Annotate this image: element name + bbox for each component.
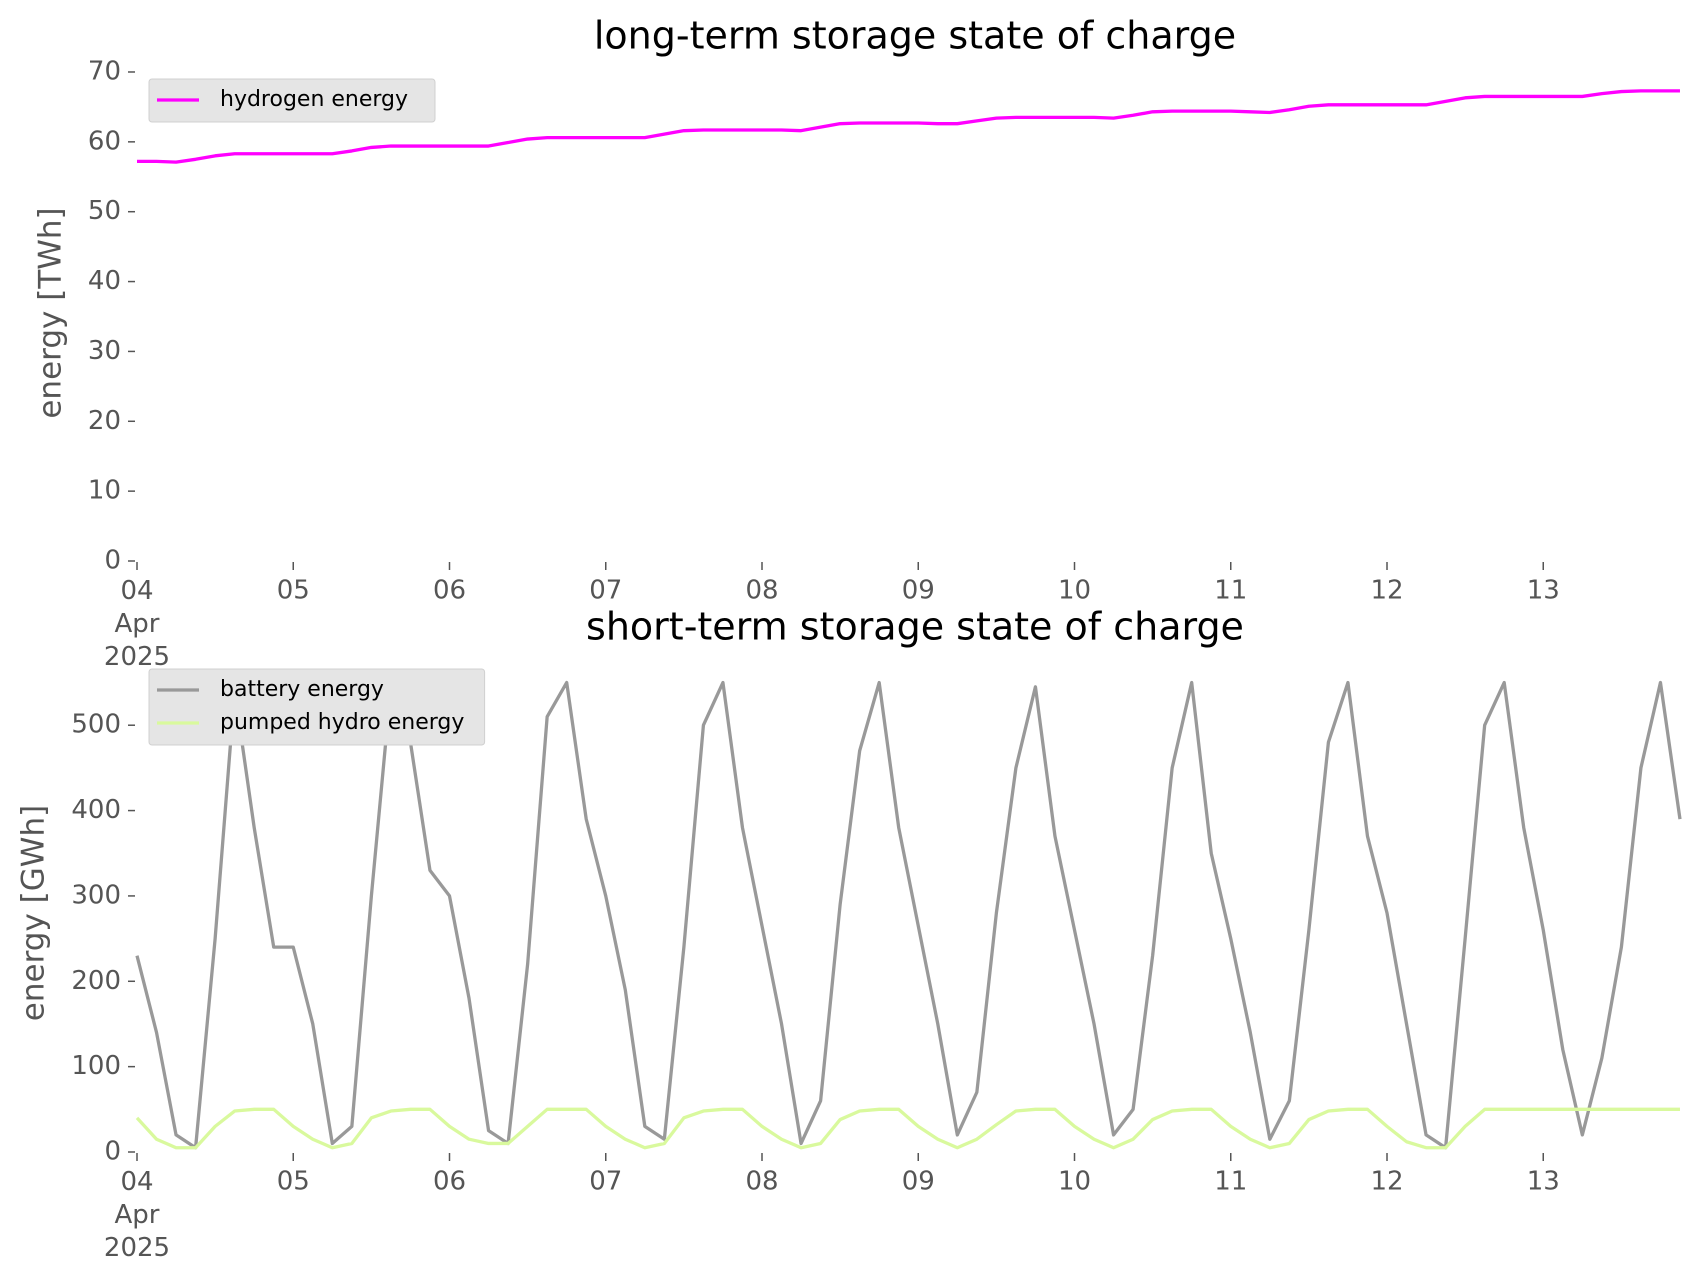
x-tick-label: 09 xyxy=(902,1167,935,1197)
y-tick-label: 100 xyxy=(71,1051,121,1081)
y-tick-label: 400 xyxy=(71,795,121,825)
y-tick-label: 500 xyxy=(71,710,121,740)
y-tick-label: 0 xyxy=(104,546,121,576)
x-tick-label-line: Apr xyxy=(115,1200,160,1230)
x-tick-label: 13 xyxy=(1527,576,1560,606)
y-tick-label: 10 xyxy=(88,476,121,506)
x-tick-label: 08 xyxy=(745,1167,778,1197)
x-tick-label: 11 xyxy=(1214,576,1247,606)
y-tick-label: 300 xyxy=(71,880,121,910)
series-line xyxy=(137,89,1680,164)
x-tick-label-line: 2025 xyxy=(104,642,170,672)
legend-label: pumped hydro energy xyxy=(220,710,464,735)
x-tick-label: 12 xyxy=(1370,1167,1403,1197)
x-tick-label: 12 xyxy=(1370,576,1403,606)
x-tick-label-line: 2025 xyxy=(104,1233,170,1263)
x-tick-label: 06 xyxy=(433,576,466,606)
y-tick-label: 40 xyxy=(88,266,121,296)
chart-title: short-term storage state of charge xyxy=(586,605,1244,649)
x-tick-label: 13 xyxy=(1527,1167,1560,1197)
y-tick-label: 20 xyxy=(88,406,121,436)
x-tick-label-line: 04 xyxy=(120,1167,153,1197)
legend-box xyxy=(148,668,486,746)
y-tick-label: 30 xyxy=(88,336,121,366)
x-tick-label: 07 xyxy=(589,1167,622,1197)
y-axis-label: energy [GWh] xyxy=(16,805,52,1021)
legend-label: hydrogen energy xyxy=(220,87,408,112)
chart-title: long-term storage state of charge xyxy=(594,14,1236,58)
x-tick-label: 10 xyxy=(1058,576,1091,606)
x-tick-label: 11 xyxy=(1214,1167,1247,1197)
series-line xyxy=(135,1107,1680,1150)
y-tick-label: 200 xyxy=(71,966,121,996)
x-tick-label: 08 xyxy=(745,576,778,606)
y-tick-label: 60 xyxy=(88,126,121,156)
x-tick-label: 06 xyxy=(433,1167,466,1197)
x-tick-label: 04 Apr 2025 xyxy=(104,1167,170,1263)
x-tick-label: 05 xyxy=(277,576,310,606)
y-axis-label: energy [TWh] xyxy=(33,207,69,418)
x-tick-label: 10 xyxy=(1058,1167,1091,1197)
legend-box xyxy=(148,78,436,123)
y-tick-label: 50 xyxy=(88,196,121,226)
series-line xyxy=(135,680,1682,1150)
x-tick-label: 05 xyxy=(277,1167,310,1197)
y-tick-label: 0 xyxy=(104,1137,121,1167)
x-tick-label: 07 xyxy=(589,576,622,606)
x-tick-label-line: 04 xyxy=(120,576,153,606)
y-tick-label: 70 xyxy=(88,56,121,86)
x-tick-label: 09 xyxy=(902,576,935,606)
x-tick-label-line: Apr xyxy=(115,609,160,639)
legend-label: battery energy xyxy=(220,677,384,702)
x-tick-label: 04 Apr 2025 xyxy=(104,576,170,672)
